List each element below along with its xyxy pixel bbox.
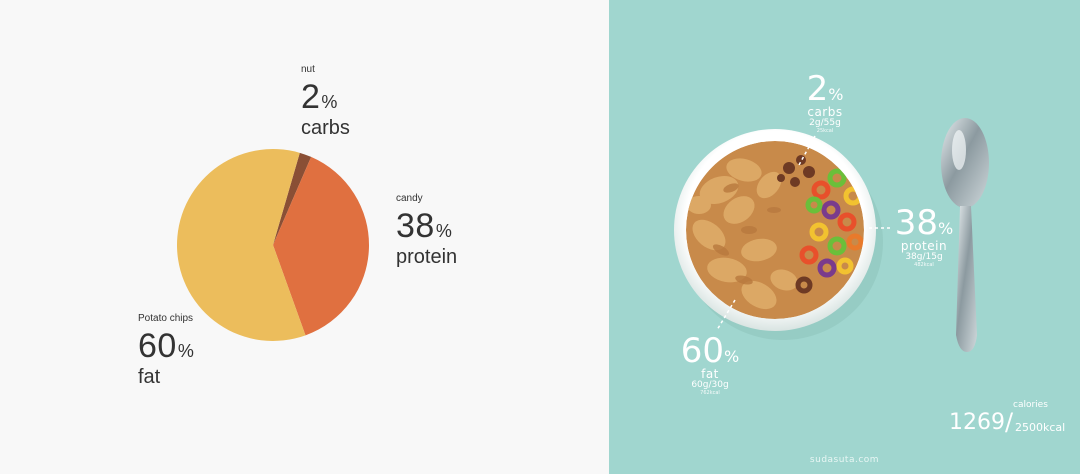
pie-chart	[177, 149, 369, 341]
carbs-name: carbs	[807, 105, 843, 119]
chips-nutrient: fat	[138, 366, 161, 388]
chips-label: Potato chips 60% fat	[138, 313, 194, 387]
chips-percent: 60%	[138, 329, 194, 363]
protein-percent-value: 38	[894, 203, 939, 243]
nut-nutrient: carbs	[301, 117, 350, 139]
calories-value: 1269	[949, 410, 1005, 435]
pie-slice-nut	[273, 152, 312, 245]
carbs-percent-value: 2	[806, 69, 829, 109]
nut-percent-unit: %	[321, 92, 338, 112]
chips-percent-value: 60	[138, 327, 177, 365]
pie-slice-potato-chips	[177, 149, 306, 341]
leader-lines	[716, 135, 891, 331]
chips-percent-unit: %	[177, 341, 194, 361]
nut-percent-value: 2	[301, 78, 321, 116]
candy-nutrient: protein	[396, 246, 458, 268]
cereal-photo-panel: 2% carbs 2g/55g 25kcal 38% protein 38g/1…	[609, 0, 1080, 474]
watermark: sudasuta.com	[809, 455, 880, 465]
fat-grams: 60g/30g	[691, 380, 729, 390]
pie-slice-candy	[273, 156, 369, 336]
nut-percent: 2%	[301, 80, 350, 114]
cereal	[686, 141, 864, 319]
nut-label: nut 2% carbs	[301, 64, 350, 138]
spoon	[941, 118, 989, 352]
protein-percent-unit: %	[938, 219, 954, 238]
protein-callout: 38% protein 38g/15g 482kcal	[891, 206, 957, 268]
calories-label: calories	[1013, 400, 1048, 410]
candy-percent-value: 38	[396, 207, 435, 245]
protein-kcal: 482kcal	[914, 261, 934, 268]
carbs-grams: 2g/55g	[809, 118, 841, 128]
calories-slash: /	[1005, 408, 1014, 436]
fat-percent-value: 60	[680, 331, 725, 371]
carbs-callout: 2% carbs 2g/55g 25kcal	[795, 72, 855, 134]
fat-percent-unit: %	[724, 347, 740, 366]
protein-name: protein	[900, 239, 948, 253]
pie-chart-panel: nut 2% carbs candy 38% protein Potato ch…	[138, 64, 458, 387]
candy-percent: 38%	[396, 209, 457, 243]
carbs-percent-unit: %	[828, 85, 844, 104]
fat-name: fat	[701, 367, 719, 381]
fat-callout: 60% fat 60g/30g 762kcal	[675, 334, 745, 396]
fat-kcal: 762kcal	[700, 389, 720, 396]
chips-name: Potato chips	[138, 313, 194, 324]
carbs-kcal: 25kcal	[816, 127, 834, 134]
candy-percent-unit: %	[435, 221, 452, 241]
candy-name: candy	[396, 193, 423, 204]
candy-label: candy 38% protein	[396, 193, 457, 267]
nut-name: nut	[301, 64, 315, 75]
calories-total: 2500kcal	[1015, 421, 1066, 434]
protein-grams: 38g/15g	[905, 252, 943, 262]
cereal-bowl-illustration	[674, 118, 989, 352]
